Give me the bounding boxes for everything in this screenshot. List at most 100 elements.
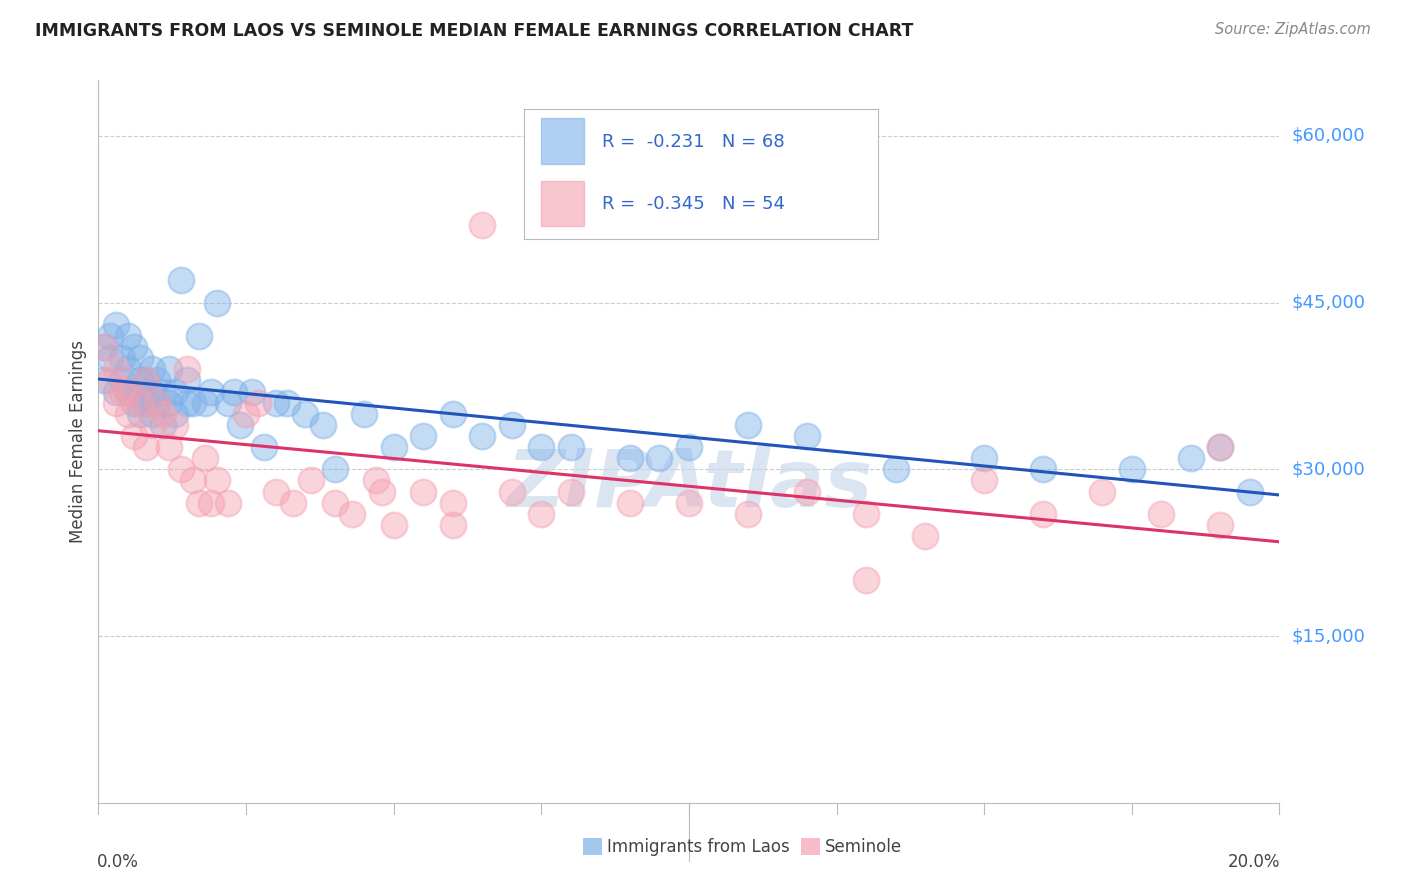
Point xyxy=(117,384,139,399)
Point xyxy=(1121,462,1143,476)
Point xyxy=(1209,517,1232,532)
Point xyxy=(648,451,671,466)
Point xyxy=(105,395,128,409)
Point xyxy=(200,384,222,399)
Point xyxy=(117,329,139,343)
Text: Immigrants from Laos: Immigrants from Laos xyxy=(607,838,790,855)
Point xyxy=(141,362,163,376)
Point xyxy=(560,440,582,454)
Point xyxy=(176,373,198,387)
Point xyxy=(441,517,464,532)
Point xyxy=(157,362,180,376)
Point xyxy=(122,340,145,354)
Point xyxy=(128,384,150,399)
Point xyxy=(135,440,157,454)
Point xyxy=(264,484,287,499)
Point xyxy=(176,395,198,409)
Point xyxy=(165,417,187,432)
Point xyxy=(93,373,115,387)
Point xyxy=(294,407,316,421)
Point xyxy=(530,507,553,521)
Point xyxy=(157,440,180,454)
Point xyxy=(678,440,700,454)
Point xyxy=(181,474,204,488)
Point xyxy=(122,395,145,409)
Point xyxy=(412,484,434,499)
Point xyxy=(187,329,209,343)
Point xyxy=(194,395,217,409)
Text: Seminole: Seminole xyxy=(825,838,903,855)
Point xyxy=(501,417,523,432)
Point xyxy=(1091,484,1114,499)
Point xyxy=(128,373,150,387)
Point xyxy=(205,474,228,488)
Point xyxy=(224,384,246,399)
Point xyxy=(276,395,298,409)
Point xyxy=(98,373,121,387)
Text: 0.0%: 0.0% xyxy=(97,854,139,871)
Point xyxy=(353,407,375,421)
Point xyxy=(152,417,174,432)
Point xyxy=(855,574,877,588)
Point xyxy=(117,384,139,399)
Text: ZIPAtlas: ZIPAtlas xyxy=(506,446,872,524)
Point xyxy=(176,362,198,376)
Point xyxy=(187,496,209,510)
Point xyxy=(914,529,936,543)
Point xyxy=(678,496,700,510)
Point xyxy=(98,329,121,343)
Point xyxy=(105,318,128,332)
Point xyxy=(181,395,204,409)
Point xyxy=(1150,507,1173,521)
Point xyxy=(146,373,169,387)
Point xyxy=(884,462,907,476)
Point xyxy=(170,462,193,476)
Point xyxy=(128,395,150,409)
Point xyxy=(737,417,759,432)
Point xyxy=(128,407,150,421)
Point xyxy=(530,440,553,454)
Point xyxy=(973,474,995,488)
Point xyxy=(364,474,387,488)
Point xyxy=(441,496,464,510)
Point xyxy=(560,484,582,499)
Point xyxy=(441,407,464,421)
Point xyxy=(1209,440,1232,454)
Point xyxy=(111,351,134,366)
Point xyxy=(501,484,523,499)
Point xyxy=(152,407,174,421)
Point xyxy=(323,462,346,476)
Point xyxy=(382,440,405,454)
Point xyxy=(165,407,187,421)
Point xyxy=(796,484,818,499)
Point xyxy=(1032,507,1054,521)
Point xyxy=(235,407,257,421)
Y-axis label: Median Female Earnings: Median Female Earnings xyxy=(69,340,87,543)
Point xyxy=(796,429,818,443)
Point xyxy=(141,384,163,399)
Point xyxy=(146,395,169,409)
Point xyxy=(412,429,434,443)
Point xyxy=(135,373,157,387)
Point xyxy=(93,340,115,354)
Point xyxy=(471,429,494,443)
Point xyxy=(111,384,134,399)
Point xyxy=(170,273,193,287)
Point xyxy=(619,451,641,466)
Point xyxy=(152,384,174,399)
Point xyxy=(253,440,276,454)
Point xyxy=(1239,484,1261,499)
Point xyxy=(98,351,121,366)
Text: IMMIGRANTS FROM LAOS VS SEMINOLE MEDIAN FEMALE EARNINGS CORRELATION CHART: IMMIGRANTS FROM LAOS VS SEMINOLE MEDIAN … xyxy=(35,22,914,40)
Text: Source: ZipAtlas.com: Source: ZipAtlas.com xyxy=(1215,22,1371,37)
Point xyxy=(93,340,115,354)
Point xyxy=(619,496,641,510)
Point xyxy=(973,451,995,466)
Point xyxy=(122,429,145,443)
Point xyxy=(205,295,228,310)
Point xyxy=(217,395,239,409)
Point xyxy=(146,395,169,409)
Point xyxy=(342,507,364,521)
Text: $45,000: $45,000 xyxy=(1291,293,1365,311)
Point xyxy=(283,496,305,510)
